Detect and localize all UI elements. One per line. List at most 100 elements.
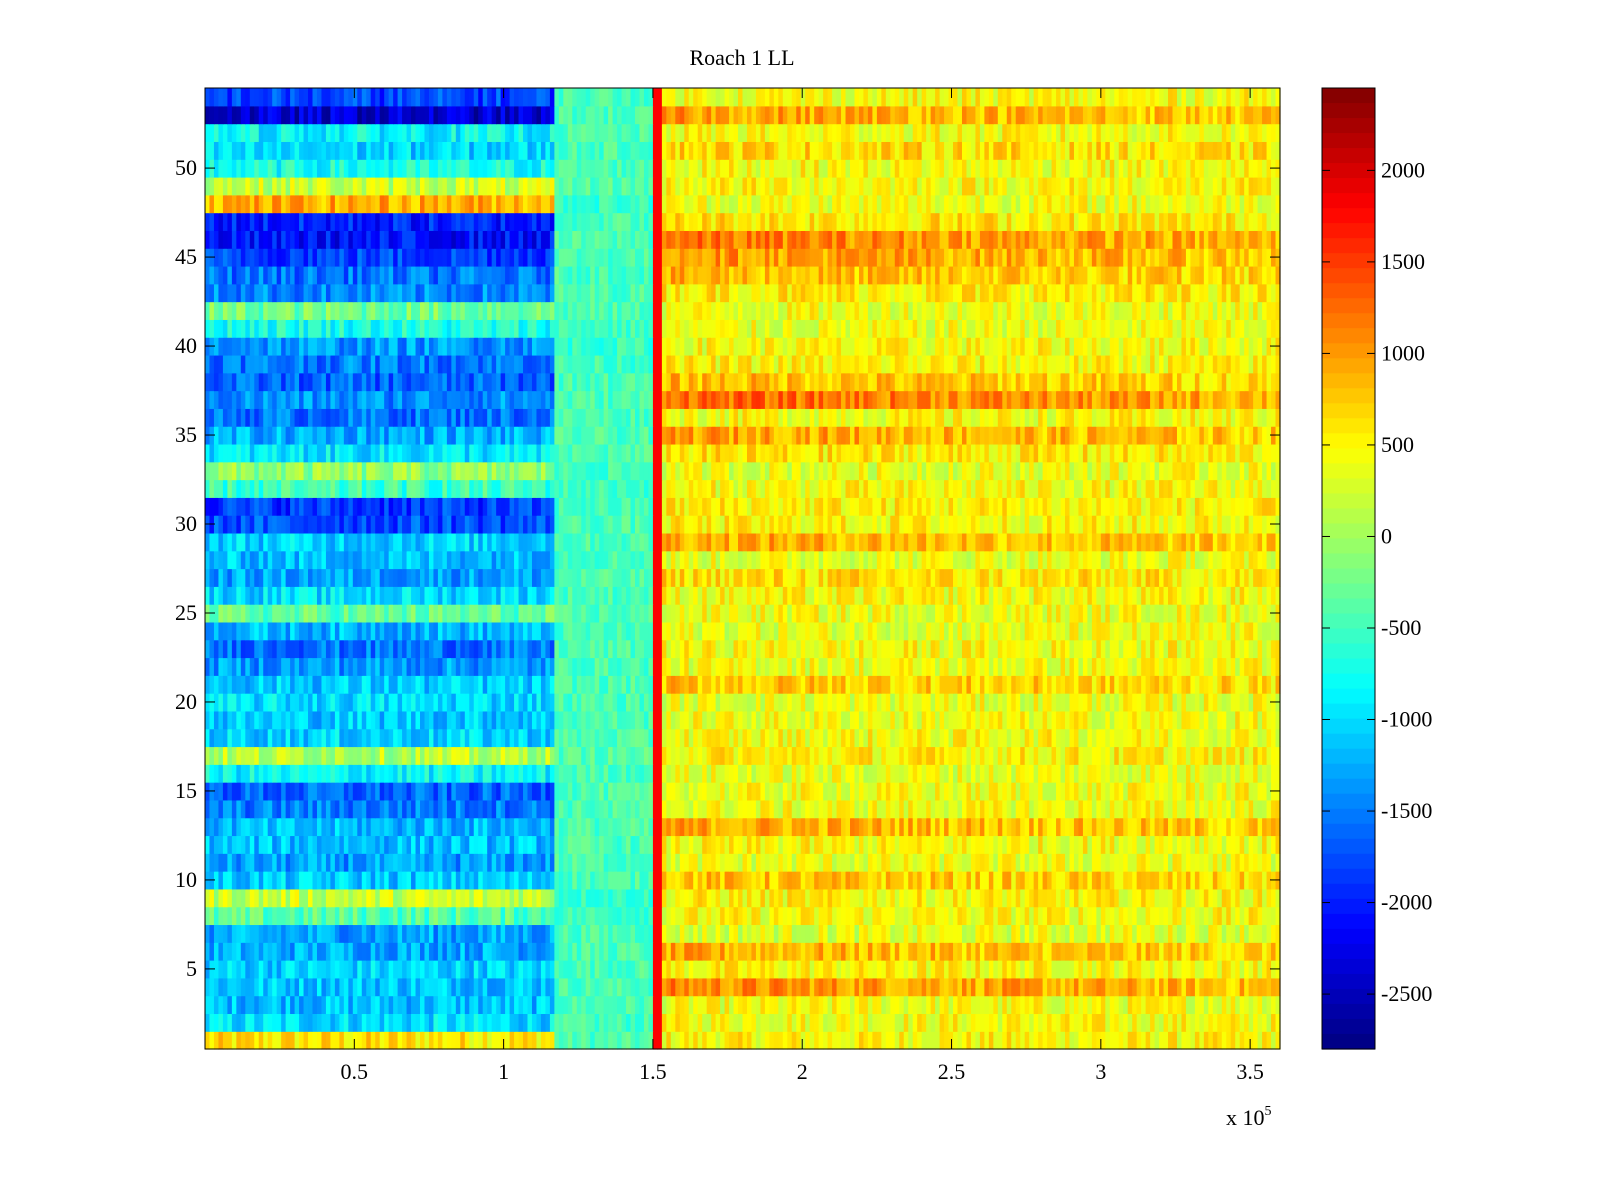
heatmap-cell [227,728,233,748]
heatmap-cell [1257,746,1263,765]
heatmap-cell [505,835,511,854]
heatmap-cell [1114,924,1120,943]
heatmap-cell [881,746,887,765]
heatmap-cell [621,835,627,854]
heatmap-cell [930,906,936,926]
heatmap-cell [764,1013,770,1032]
heatmap-cell [213,942,220,961]
heatmap-cell [751,960,757,979]
heatmap-cell [657,782,663,801]
heatmap-cell [621,853,627,872]
heatmap-cell [894,817,900,837]
heatmap-cell [1020,977,1026,997]
heatmap-cell [549,906,555,926]
heatmap-cell [1244,942,1250,961]
heatmap-cell [764,710,770,730]
heatmap-cell [245,710,251,730]
heatmap-cell [827,693,833,712]
heatmap-cell [303,888,309,908]
heatmap-cell [684,924,690,943]
heatmap-cell [832,888,838,908]
heatmap-cell [321,995,327,1015]
heatmap-cell [415,710,421,730]
heatmap-cell [509,799,515,819]
heatmap-cell [1208,764,1214,783]
heatmap-cell [930,888,936,908]
heatmap-cell [1065,977,1071,997]
heatmap-cell [635,906,641,926]
heatmap-cell [778,924,784,943]
heatmap-cell [823,906,829,926]
heatmap-cell [850,693,856,712]
heatmap-cell [1114,960,1120,979]
heatmap-cell [1244,924,1250,943]
heatmap-cell [267,995,273,1015]
heatmap-cell [249,1013,255,1032]
heatmap-cell [899,799,905,819]
heatmap-cell [693,942,699,961]
heatmap-cell [1011,764,1017,783]
heatmap-cell [487,1013,493,1032]
heatmap-cell [1087,693,1093,712]
heatmap-cell [975,746,981,765]
heatmap-cell [787,728,793,748]
heatmap-cell [679,835,685,854]
heatmap-cell [738,960,744,979]
heatmap-cell [460,871,466,890]
heatmap-cell [652,835,658,854]
heatmap-cell [231,871,237,890]
heatmap-cell [594,728,600,748]
heatmap-cell [1181,728,1187,748]
heatmap-cell [670,995,676,1015]
heatmap-cell [442,746,448,765]
heatmap-cell [1253,1013,1259,1032]
heatmap-cell [491,977,497,997]
heatmap-cell [1257,817,1263,837]
heatmap-cell [729,817,735,837]
heatmap-cell [505,995,511,1015]
heatmap-cell [406,853,412,872]
heatmap-cell [1190,728,1196,748]
heatmap-cell [1042,693,1048,712]
heatmap-cell [679,960,685,979]
heatmap-cell [428,960,435,979]
heatmap-cell [581,710,587,730]
heatmap-cell [926,977,932,997]
heatmap-cell [661,710,667,730]
heatmap-cell [711,977,717,997]
heatmap-cell [876,728,882,748]
heatmap-cell [1109,853,1115,872]
heatmap-cell [702,764,708,783]
heatmap-cell [787,764,793,783]
heatmap-cell [935,710,941,730]
heatmap-cell [469,764,475,783]
heatmap-cell [406,1013,412,1032]
heatmap-cell [388,817,394,837]
heatmap-cell [899,1013,905,1032]
heatmap-cell [1168,1031,1174,1050]
heatmap-cell [1208,799,1214,819]
heatmap-cell [500,835,506,854]
heatmap-cell [724,942,730,961]
heatmap-cell [334,960,340,979]
heatmap-cell [249,675,255,694]
heatmap-cell [657,871,663,890]
heatmap-cell [617,924,623,943]
heatmap-cell [652,995,658,1015]
heatmap-cell [446,799,452,819]
heatmap-cell [1136,693,1142,712]
heatmap-cell [773,693,779,712]
heatmap-cell [1051,888,1057,908]
heatmap-cell [903,817,909,837]
heatmap-cell [876,1031,882,1050]
heatmap-cell [437,871,443,890]
heatmap-cell [321,764,327,783]
heatmap-cell [375,906,381,926]
heatmap-cell [258,1013,264,1032]
heatmap-cell [1150,799,1156,819]
heatmap-cell [594,924,600,943]
heatmap-cell [222,924,228,943]
heatmap-cell [1190,817,1196,837]
heatmap-cell [778,746,784,765]
heatmap-cell [867,924,873,943]
